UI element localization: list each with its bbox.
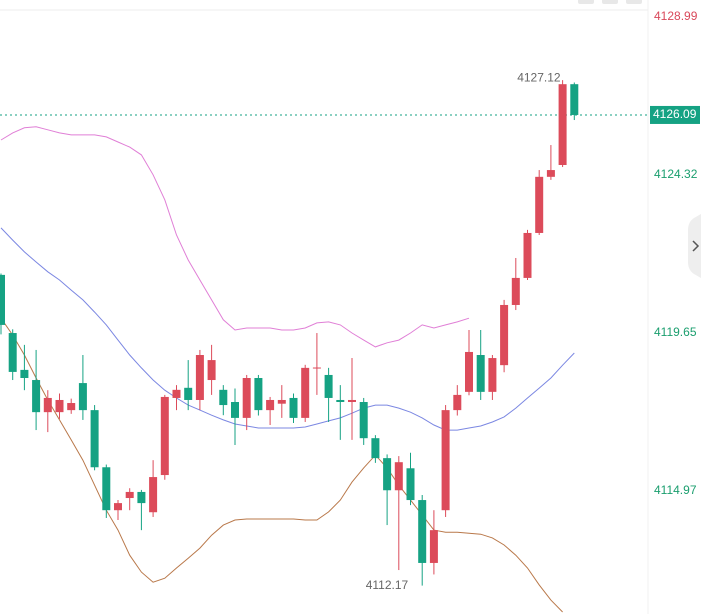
candle-body bbox=[231, 402, 239, 418]
candle-body bbox=[277, 399, 286, 404]
candle-body bbox=[219, 389, 228, 406]
candle-body bbox=[500, 304, 509, 366]
last-price-label: 4126.09 bbox=[653, 107, 697, 121]
candle-body bbox=[406, 468, 415, 501]
y-tick-label: 4119.65 bbox=[654, 325, 697, 339]
candle-body bbox=[137, 491, 146, 504]
candle-body bbox=[125, 491, 134, 499]
candle-body bbox=[535, 176, 544, 233]
candle-body bbox=[476, 355, 485, 392]
candle-body bbox=[312, 367, 321, 369]
candle-body bbox=[160, 396, 169, 476]
candle-body bbox=[359, 402, 368, 439]
candle-body bbox=[441, 410, 450, 511]
candle-body bbox=[207, 360, 216, 381]
band-line bbox=[0, 126, 470, 348]
candle-body bbox=[383, 458, 392, 491]
candle-body bbox=[511, 277, 520, 305]
candle-body bbox=[418, 500, 427, 563]
candle-body bbox=[301, 367, 310, 418]
candle-body bbox=[266, 399, 275, 411]
candle-body bbox=[242, 378, 251, 418]
y-tick-label: 4124.32 bbox=[654, 167, 698, 181]
band-line bbox=[0, 317, 563, 613]
candle-body bbox=[429, 530, 438, 563]
candle-body bbox=[43, 397, 52, 413]
candle-body bbox=[348, 399, 356, 403]
candle-body bbox=[453, 394, 462, 411]
candle-body bbox=[8, 333, 17, 372]
extreme-label: 4112.17 bbox=[366, 578, 409, 592]
candle-body bbox=[371, 438, 380, 459]
band-line bbox=[0, 227, 575, 431]
candle-body bbox=[90, 410, 99, 468]
candle-body bbox=[336, 399, 345, 403]
candle-body bbox=[55, 399, 64, 413]
candle-body bbox=[0, 274, 5, 325]
extreme-label: 4127.12 bbox=[517, 70, 561, 84]
tool-button[interactable] bbox=[602, 0, 618, 4]
candle-body bbox=[32, 380, 41, 413]
tool-button[interactable] bbox=[626, 0, 642, 4]
candle-body bbox=[523, 232, 532, 278]
candle-body bbox=[195, 355, 204, 400]
tool-button[interactable] bbox=[578, 0, 594, 4]
candle-body bbox=[172, 389, 181, 398]
candle-body bbox=[465, 351, 473, 392]
last-price-box bbox=[650, 105, 700, 124]
y-tick-label: 4114.97 bbox=[654, 483, 697, 497]
candle-body bbox=[289, 397, 298, 418]
candle-body bbox=[324, 374, 333, 398]
candle-body bbox=[78, 383, 87, 411]
candle-body bbox=[254, 378, 263, 411]
candle-body bbox=[149, 477, 158, 513]
candle-body bbox=[570, 84, 579, 115]
candle-body bbox=[558, 84, 567, 165]
candle-body bbox=[394, 462, 403, 491]
candle-body bbox=[546, 170, 555, 177]
candle-body bbox=[184, 387, 193, 400]
candle-body bbox=[67, 403, 76, 411]
candle-body bbox=[114, 503, 122, 511]
side-tab-arrow bbox=[692, 240, 700, 252]
side-tab[interactable] bbox=[688, 214, 701, 278]
candle-body bbox=[102, 467, 111, 511]
candle-body bbox=[20, 369, 29, 379]
y-tick-label: 4128.99 bbox=[654, 9, 698, 23]
candle-body bbox=[488, 358, 497, 392]
